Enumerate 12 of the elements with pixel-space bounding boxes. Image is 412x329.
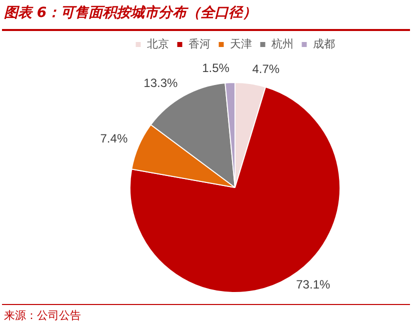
legend-label: 天津 — [230, 37, 252, 50]
legend-label: 北京 — [146, 37, 169, 50]
data-label: 1.5% — [202, 60, 230, 75]
data-label: 73.1% — [296, 278, 330, 292]
source-note: 来源：公司公告 — [4, 308, 81, 323]
legend-label: 成都 — [312, 37, 335, 50]
chart-title: 图表 6：可售面积按城市分布（全口径） — [4, 4, 257, 22]
data-label: 4.7% — [252, 62, 280, 76]
data-label: 7.4% — [100, 131, 128, 146]
legend-label: 杭州 — [270, 37, 294, 50]
data-label: 13.3% — [144, 76, 178, 90]
legend-label: 香河 — [188, 37, 210, 50]
